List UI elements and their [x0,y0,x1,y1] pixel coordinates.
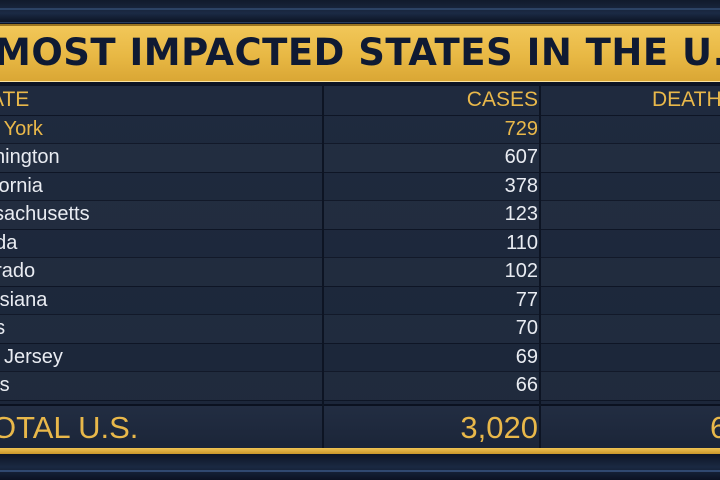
table-row: ois 66 [0,371,720,401]
states-table: ATE CASES DEATH w York 729 shington 607 … [0,86,720,450]
row-cases: 77 [515,288,538,311]
total-row: OTAL U.S. 3,020 6 [0,404,720,450]
table-row: rida 110 [0,229,720,258]
row-state: as [0,317,6,339]
row-state: ssachusetts [0,203,90,225]
bottom-gold-band [0,448,720,454]
table-row: shington 607 [0,143,720,173]
row-state: lifornia [0,174,43,197]
bottom-stripe-line [0,470,720,472]
row-cases: 123 [504,203,538,225]
row-state: rida [0,231,18,254]
bottom-decorative-stripe [0,454,720,480]
row-cases: 70 [515,317,538,339]
row-state: uisiana [0,288,48,311]
row-state: ois [0,374,10,396]
row-state: w York [0,117,43,140]
total-cases: 3,020 [460,410,538,445]
row-cases: 69 [515,345,538,368]
table-row: ssachusetts 123 [0,200,720,230]
row-cases: 110 [506,231,538,254]
table-row: w York 729 [0,115,720,144]
column-divider [539,86,541,448]
header-state: ATE [0,88,30,111]
row-state: w Jersey [0,345,63,368]
row-state: shington [0,146,60,168]
row-cases: 66 [515,374,538,396]
total-deaths: 6 [710,410,720,445]
table-header-row: ATE CASES DEATH [0,86,720,116]
row-cases: 378 [504,174,538,197]
title-banner: MOST IMPACTED STATES IN THE U.S. [0,24,720,82]
graphic-title: MOST IMPACTED STATES IN THE U.S. [0,31,720,74]
table-row: as 70 [0,314,720,344]
column-divider [322,86,324,448]
table-row: w Jersey 69 [0,343,720,372]
top-decorative-stripe [0,0,720,23]
row-cases: 102 [504,260,538,282]
row-cases: 607 [504,146,538,168]
table-row: orado 102 [0,257,720,287]
header-cases: CASES [466,88,538,111]
total-label: OTAL U.S. [0,410,139,445]
header-deaths: DEATH [652,88,720,111]
row-cases: 729 [504,117,538,140]
table-row: lifornia 378 [0,172,720,201]
row-state: orado [0,260,36,282]
top-stripe-line [0,8,720,10]
table-row: uisiana 77 [0,286,720,315]
